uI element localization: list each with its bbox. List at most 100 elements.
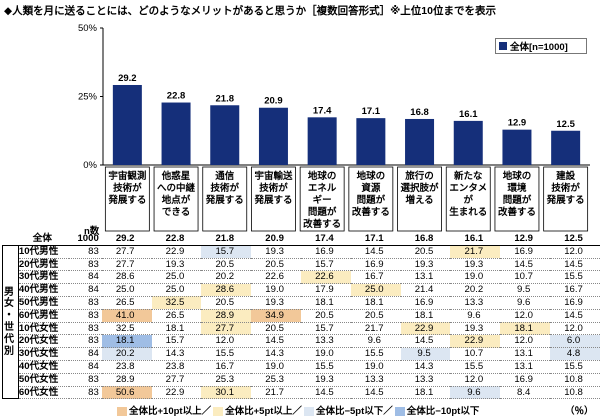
category-label: 環境: [507, 182, 527, 194]
bar-value-label: 16.1: [459, 109, 478, 120]
table-cell: 14.3: [251, 348, 301, 361]
table-cell: 14.5: [550, 309, 600, 322]
table-cell: 25.0: [351, 284, 401, 297]
table-cell: 15.5: [351, 348, 401, 361]
table-cell: 12.9: [500, 233, 550, 245]
table-cell: 20.5: [201, 258, 251, 271]
bar: [162, 103, 191, 165]
row-n: 84: [69, 284, 101, 297]
table-cell: 9.5: [401, 348, 451, 361]
table-cell: 9.6: [450, 386, 500, 399]
row-label: 60代男性: [18, 309, 69, 322]
table-cell: 18.1: [152, 322, 202, 335]
table-cell: 13.1: [500, 348, 550, 361]
table-cell: 13.3: [450, 296, 500, 309]
table-cell: 16.9: [500, 245, 550, 258]
table-cell: 26.5: [102, 296, 152, 309]
table-cell: 15.5: [550, 271, 600, 284]
table-cell: 18.1: [401, 386, 451, 399]
category-label: が: [463, 194, 473, 206]
row-n: 83: [69, 335, 101, 348]
group-label: 男女・世代別: [3, 245, 19, 399]
row-label: 50代女性: [18, 373, 69, 386]
table-cell: 19.0: [450, 271, 500, 284]
table-cell: 14.5: [351, 245, 401, 258]
table-cell: 25.0: [102, 284, 152, 297]
category-label: できる: [162, 207, 190, 218]
table-cell: 12.0: [550, 245, 600, 258]
footer-item-p: 全体比+5pt以上／: [213, 403, 302, 417]
table-cell: 17.1: [351, 233, 401, 245]
category-label: 改善する: [352, 206, 390, 218]
table-cell: 19.0: [301, 348, 351, 361]
table-cell: 16.9: [351, 258, 401, 271]
unit-label: （％）: [565, 403, 594, 417]
table-cell: 15.7: [152, 335, 202, 348]
table-cell: 27.7: [152, 373, 202, 386]
bar: [259, 108, 288, 165]
table-cell: 9.6: [450, 309, 500, 322]
table-cell: 20.5: [251, 322, 301, 335]
legend-swatch: [499, 42, 507, 50]
table-cell: 12.5: [550, 233, 600, 245]
category-label: 発展する: [107, 194, 146, 206]
row-label: 20代男性: [18, 258, 69, 271]
footer-item-m: 全体比−5pt以下／: [304, 403, 393, 417]
bar: [308, 117, 337, 165]
table-cell: 19.0: [251, 360, 301, 373]
category-label: 旅行の: [405, 170, 434, 182]
row-n: 83: [69, 245, 101, 258]
table-cell: 9.6: [351, 335, 401, 348]
category-label: 改善する: [303, 218, 341, 230]
category-label: 問題が: [308, 206, 337, 218]
table-cell: 20.5: [201, 296, 251, 309]
table-cell: 20.2: [450, 284, 500, 297]
table-cell: 12.0: [500, 335, 550, 348]
table-cell: 23.8: [102, 360, 152, 373]
table-cell: 15.5: [301, 360, 351, 373]
y-tick-label: 50%: [78, 23, 98, 34]
table-cell: 12.0: [201, 335, 251, 348]
category-label: 建設: [555, 170, 576, 182]
table-cell: 21.7: [450, 245, 500, 258]
category-label: 新たな: [454, 170, 483, 182]
table-cell: 25.3: [201, 373, 251, 386]
table-cell: 41.0: [102, 309, 152, 322]
category-label: エネル: [308, 183, 337, 194]
table-cell: 21.8: [201, 233, 251, 245]
table-cell: 21.4: [401, 284, 451, 297]
category-label: 技術が: [210, 182, 239, 194]
table-cell: 18.1: [102, 335, 152, 348]
table-cell: 15.5: [450, 360, 500, 373]
table-cell: 32.5: [152, 296, 202, 309]
table-cell: 19.3: [401, 258, 451, 271]
table-cell: 30.1: [201, 386, 251, 399]
table-cell: 18.1: [401, 309, 451, 322]
bar-value-label: 21.8: [216, 93, 235, 104]
category-label: 選択肢が: [401, 182, 440, 194]
table-cell: 16.9: [301, 245, 351, 258]
row-label: 40代男性: [18, 284, 69, 297]
table-cell: 26.5: [152, 309, 202, 322]
row-n: 84: [69, 360, 101, 373]
table-cell: 14.5: [351, 386, 401, 399]
table-cell: 25.3: [251, 373, 301, 386]
table-cell: 20.9: [251, 233, 301, 245]
category-label: 発展する: [253, 194, 292, 206]
bar-value-label: 29.2: [118, 73, 137, 84]
table-cell: 17.9: [301, 284, 351, 297]
category-label: 技術が: [551, 182, 580, 194]
table-cell: 16.7: [550, 284, 600, 297]
bar-value-label: 17.4: [313, 105, 332, 116]
table-cell: 19.0: [251, 284, 301, 297]
table-cell: 15.7: [301, 258, 351, 271]
footer-item-mm: 全体比−10pt以下: [395, 403, 480, 417]
table-cell: 32.5: [102, 322, 152, 335]
bar-value-label: 22.8: [167, 91, 186, 102]
table-cell: 10.7: [450, 348, 500, 361]
table-cell: 16.9: [500, 373, 550, 386]
table-cell: 28.9: [201, 309, 251, 322]
